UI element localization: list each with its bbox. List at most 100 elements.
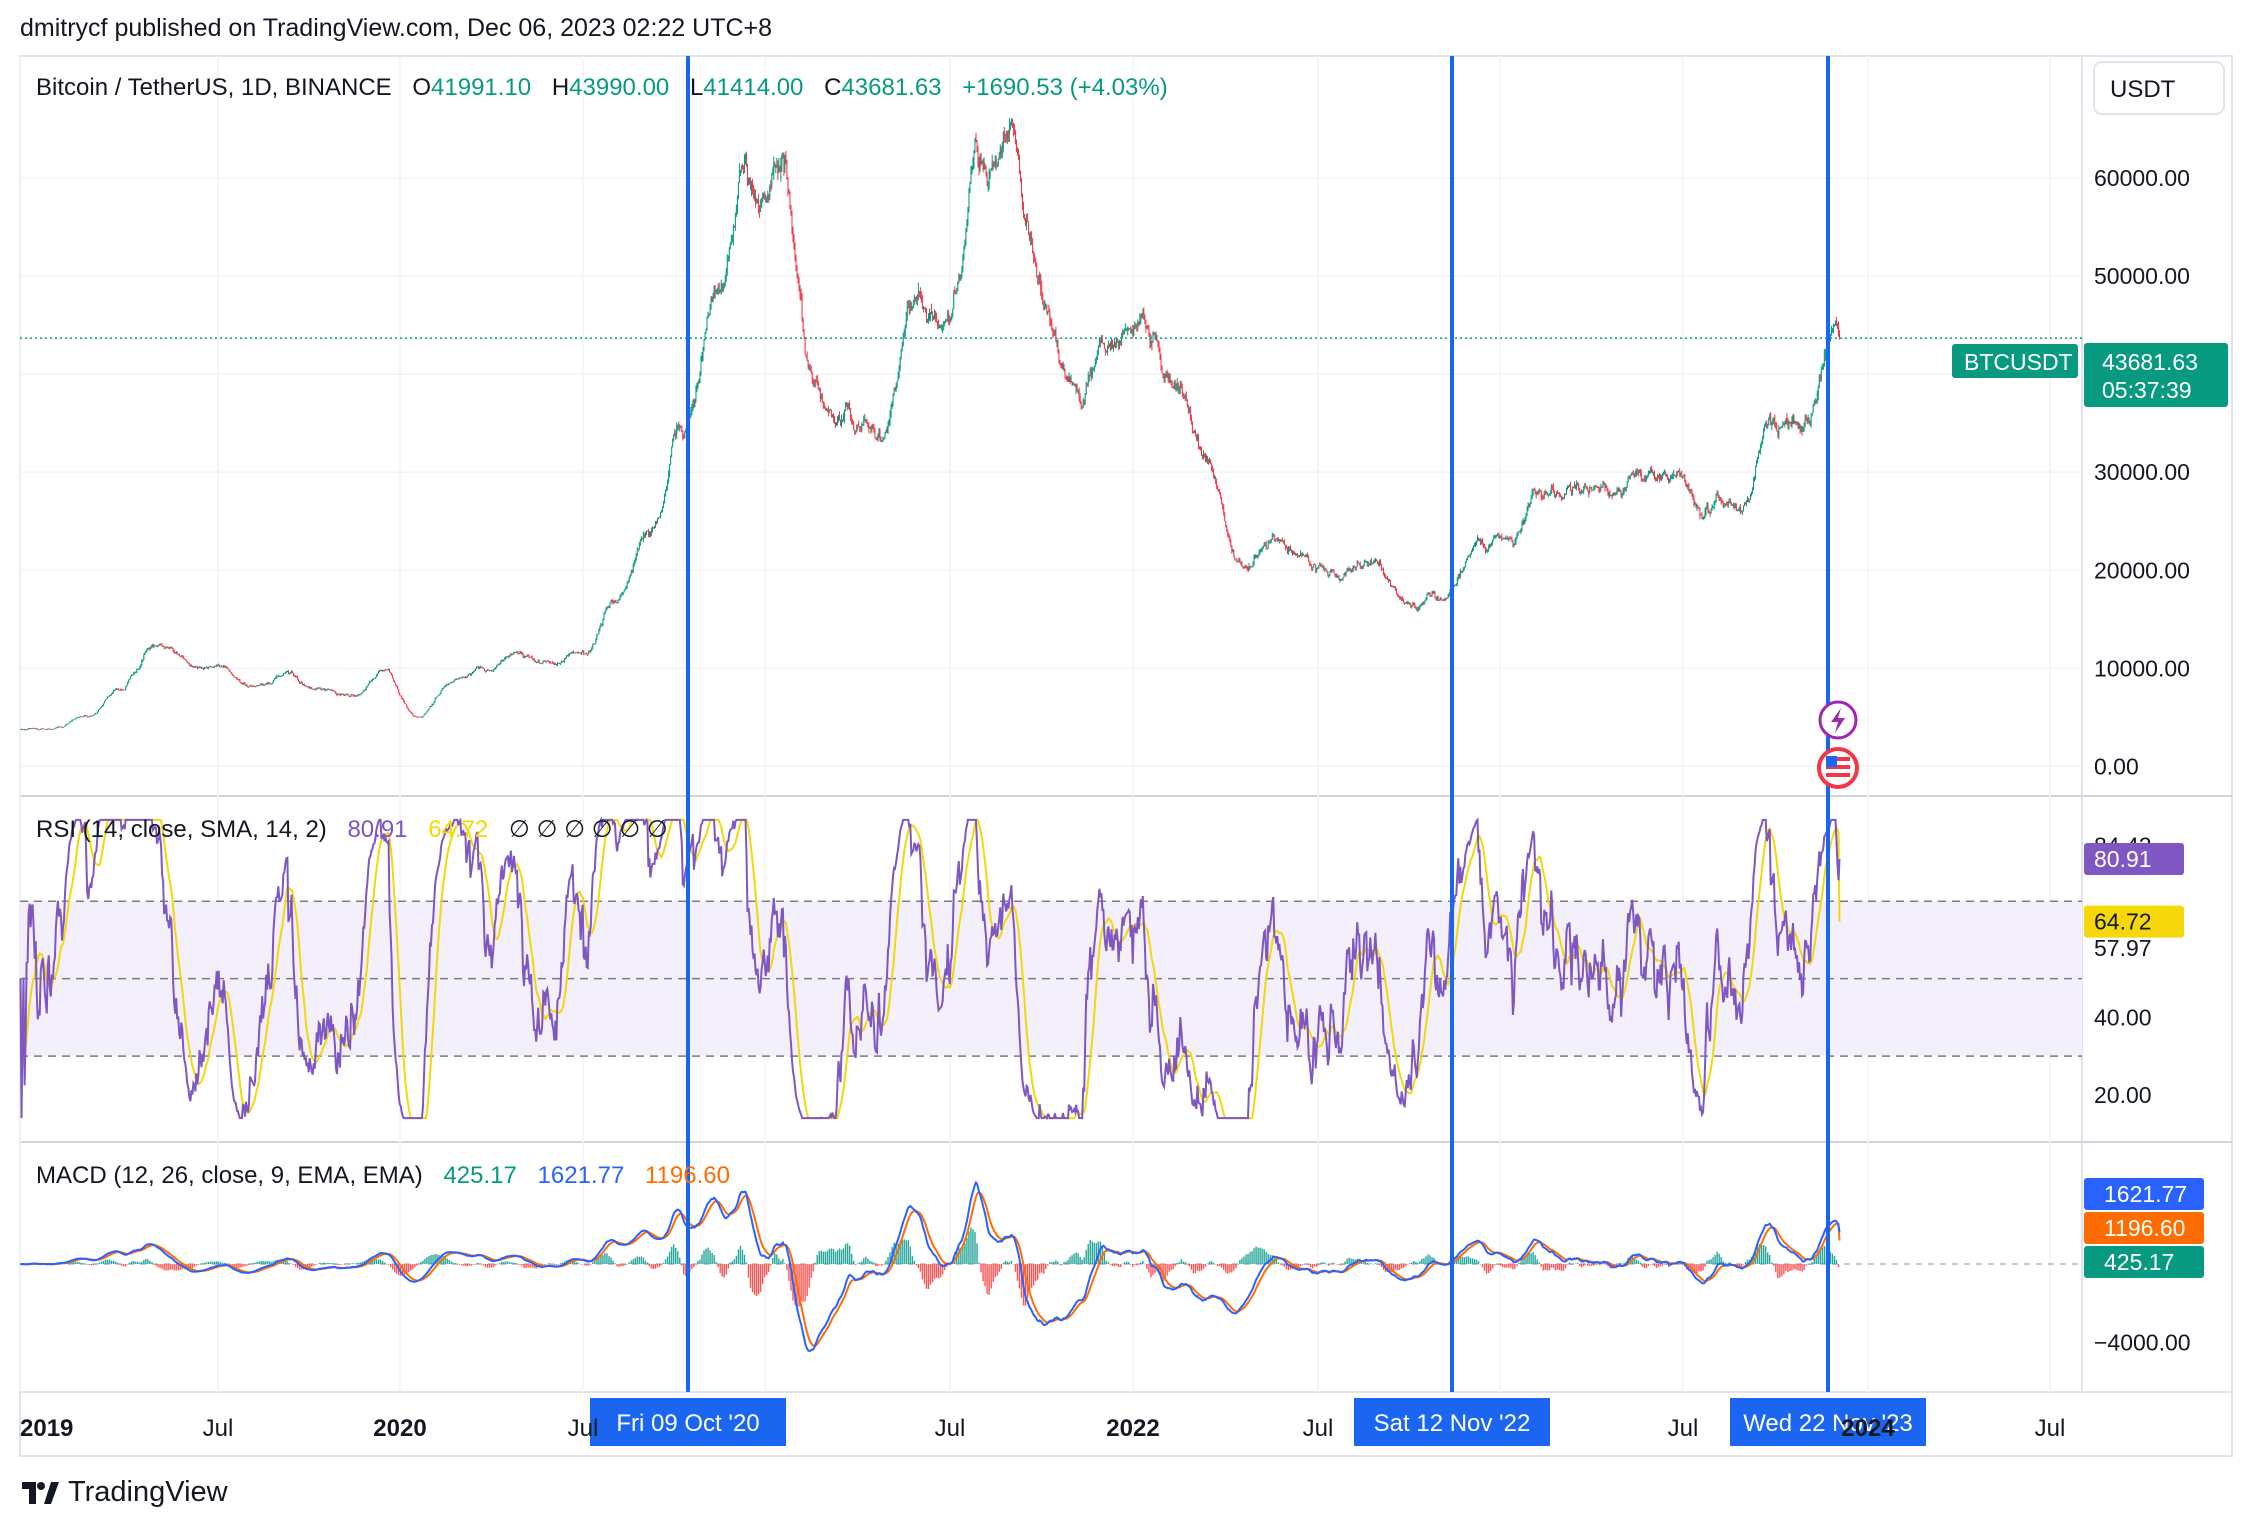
- macd-histogram-bar: [1360, 1262, 1362, 1265]
- candle-body: [1214, 477, 1216, 479]
- lightning-event-icon[interactable]: [1818, 700, 1858, 740]
- candle-body: [540, 663, 542, 665]
- candle-body: [1461, 570, 1463, 573]
- candle-body: [320, 687, 322, 690]
- candle-body: [1151, 341, 1153, 343]
- candle-body: [701, 357, 703, 360]
- candle-body: [349, 696, 351, 698]
- candle-body: [960, 276, 962, 281]
- us-flag-event-icon[interactable]: [1817, 747, 1859, 789]
- candle-body: [168, 647, 170, 649]
- macd-histogram-bar: [729, 1262, 732, 1265]
- candle-body: [776, 165, 778, 167]
- candle-body: [730, 240, 732, 243]
- macd-histogram-bar: [1603, 1262, 1605, 1265]
- candle-body: [1558, 492, 1559, 494]
- macd-histogram-bar: [1540, 1264, 1542, 1267]
- macd-histogram-bar: [270, 1261, 272, 1265]
- macd-histogram-bar: [1485, 1264, 1488, 1274]
- candle-body: [1446, 598, 1448, 600]
- macd-histogram-bar: [1572, 1263, 1575, 1265]
- candle-body: [740, 170, 741, 172]
- candle-body: [116, 689, 117, 690]
- candle-body: [1065, 376, 1067, 378]
- candle-body: [1001, 148, 1003, 155]
- candle-body: [82, 716, 84, 718]
- candle-body: [408, 708, 410, 711]
- macd-histogram-bar: [1320, 1262, 1322, 1265]
- candle-body: [955, 293, 957, 294]
- candle-body: [485, 670, 487, 672]
- macd-histogram-bar: [1619, 1262, 1621, 1265]
- macd-histogram-bar: [248, 1264, 250, 1266]
- macd-histogram-bar: [1010, 1260, 1013, 1265]
- vertical-marker-label-bg: [590, 1398, 786, 1446]
- macd-histogram-bar: [442, 1256, 444, 1265]
- candle-body: [1606, 486, 1608, 490]
- candle-body: [1316, 568, 1318, 571]
- candle-body: [426, 711, 428, 714]
- macd-histogram-bar: [493, 1264, 495, 1267]
- candle-body: [809, 366, 811, 370]
- candle-body: [571, 652, 572, 654]
- candle-body: [1245, 566, 1247, 568]
- candle-body: [568, 654, 569, 656]
- candle-body: [506, 656, 508, 658]
- macd-histogram-bar: [648, 1264, 651, 1267]
- candle-body: [1686, 484, 1688, 488]
- macd-histogram-bar: [1489, 1264, 1492, 1272]
- currency-button[interactable]: USDT: [2093, 61, 2225, 115]
- candle-body: [877, 435, 879, 440]
- candle-body: [274, 677, 276, 680]
- candle-body: [1136, 326, 1138, 328]
- candle-body: [1605, 486, 1607, 488]
- macd-histogram-bar: [1552, 1264, 1555, 1268]
- vertical-markers[interactable]: Fri 09 Oct '20 Sat 12 Nov '22 Wed 22 Nov '…: [590, 56, 1926, 1446]
- candle-body: [165, 646, 167, 648]
- candle-body: [1681, 473, 1683, 477]
- macd-histogram-bar: [141, 1261, 143, 1265]
- candle-body: [1020, 170, 1021, 182]
- candle-body: [764, 193, 766, 198]
- candle-body: [1104, 343, 1105, 349]
- candle-body: [494, 667, 496, 670]
- macd-histogram-bar: [1718, 1253, 1720, 1265]
- macd-histogram-bar: [1752, 1253, 1755, 1265]
- candle-body: [1610, 495, 1612, 496]
- candle-body: [249, 685, 251, 687]
- macd-histogram-bar: [1483, 1264, 1486, 1271]
- candle-body: [1526, 509, 1528, 516]
- macd-histogram-bar: [1069, 1256, 1071, 1265]
- macd-histogram-bar: [717, 1264, 719, 1268]
- macd-histogram-bar: [76, 1261, 78, 1265]
- candle-body: [532, 658, 534, 660]
- candle-body: [1296, 554, 1297, 556]
- macd-histogram-bar: [1716, 1251, 1718, 1265]
- macd-histogram-bar: [240, 1264, 242, 1268]
- candle-body: [177, 654, 179, 655]
- candle-body: [194, 666, 195, 667]
- macd-histogram-bar: [466, 1264, 469, 1267]
- candle-body: [1277, 539, 1279, 541]
- candle-body: [113, 690, 114, 693]
- macd-histogram-bar: [521, 1264, 523, 1266]
- macd-histogram-bar: [705, 1248, 707, 1265]
- macd-histogram-bar: [978, 1262, 980, 1265]
- candle-body: [1619, 489, 1621, 491]
- macd-histogram-bar: [610, 1257, 612, 1265]
- candle-body: [625, 587, 627, 589]
- candle-body: [1688, 485, 1690, 491]
- tradingview-brand[interactable]: TradingView: [20, 1476, 228, 1509]
- vertical-marker-label: Fri 09 Oct '20: [616, 1410, 759, 1437]
- macd-histogram-bar: [848, 1245, 851, 1265]
- candle-body: [1710, 508, 1712, 514]
- candle-body: [377, 673, 378, 675]
- candle-body: [137, 668, 139, 670]
- time-tick-label: Jul: [935, 1415, 966, 1442]
- macd-histogram-bar: [337, 1264, 339, 1265]
- macd-histogram-bar: [476, 1262, 479, 1265]
- candle-body: [1676, 471, 1678, 478]
- macd-histogram-bar: [547, 1263, 550, 1265]
- candle-body: [1263, 544, 1265, 547]
